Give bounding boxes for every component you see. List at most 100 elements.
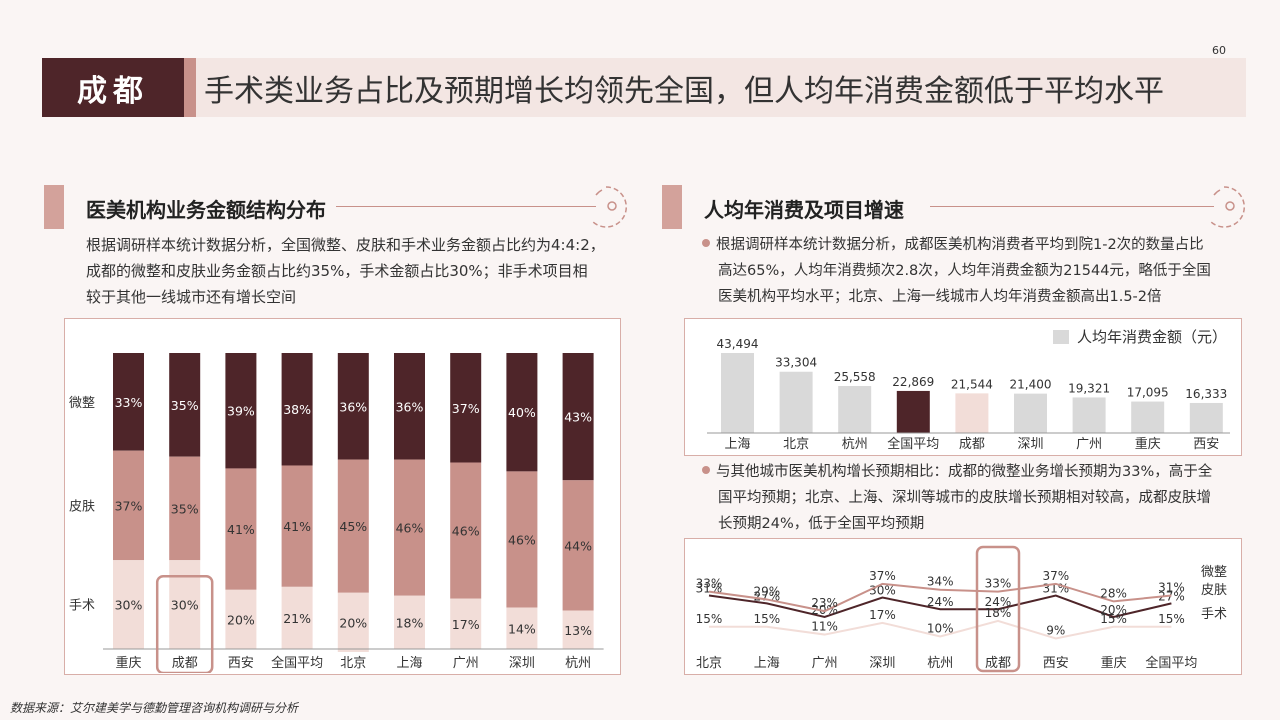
- legend-swatch: [1053, 330, 1069, 344]
- stacked-bar-panel: 33% 37% 30% 重庆 35% 35% 30% 成都 39% 41% 20% 西安 38% 41% 2…: [64, 318, 621, 675]
- data-label: 35%: [171, 398, 199, 413]
- spend-bar: [838, 385, 872, 433]
- x-tick-label: 西安: [1193, 437, 1219, 452]
- bar-segment-皮肤: [394, 459, 425, 596]
- x-tick-label: 成都: [172, 656, 198, 671]
- x-tick-label: 广州: [812, 656, 838, 671]
- bar-segment-手术: [562, 610, 594, 649]
- data-label: 37%: [115, 498, 143, 513]
- bar-segment-皮肤: [113, 450, 144, 561]
- data-label: 37%: [452, 401, 480, 416]
- bar-segment-皮肤: [169, 456, 201, 561]
- x-tick-label: 成都: [959, 437, 985, 452]
- x-tick-label: 重庆: [1135, 436, 1161, 452]
- bar-segment-手术: [337, 592, 369, 652]
- x-tick-label: 西安: [228, 656, 254, 671]
- bar-segment-微整: [450, 353, 482, 463]
- right-section-title: 人均年消费及项目增速: [704, 198, 904, 222]
- bullet-line: 根据调研样本统计数据分析，成都医美机构消费者平均到院1-2次的数量占比: [702, 232, 1242, 258]
- data-label: 45%: [339, 519, 367, 534]
- x-tick-label: 全国平均: [271, 655, 323, 671]
- spend-bar: [779, 371, 813, 433]
- x-tick-label: 北京: [340, 656, 366, 671]
- spend-bar-panel: 43,494 上海 33,304 北京 25,558 杭州 22,869 全国平均 21,544…: [684, 318, 1242, 456]
- data-label: 17%: [452, 617, 480, 632]
- x-tick-label: 广州: [453, 656, 479, 671]
- bar-segment-微整: [506, 353, 538, 472]
- bar-segment-手术: [394, 595, 425, 649]
- data-label: 23%: [811, 596, 838, 610]
- x-tick-label: 西安: [1043, 656, 1069, 671]
- left-section-line: [336, 206, 596, 207]
- legend-label: 微整: [1201, 565, 1227, 580]
- left-section-accent: [44, 185, 64, 229]
- series-line-微整: [708, 594, 1172, 619]
- bar-segment-手术: [225, 589, 257, 649]
- bar-segment-微整: [113, 353, 144, 451]
- spend-bar: [721, 353, 754, 433]
- left-paragraph-line: 较于其他一线城市还有增长空间: [86, 288, 297, 306]
- x-tick-label: 深圳: [1017, 437, 1043, 452]
- bar-segment-微整: [337, 353, 369, 460]
- x-tick-label: 杭州: [842, 437, 868, 452]
- x-tick-label: 杭州: [565, 656, 591, 671]
- data-label: 20%: [339, 615, 367, 630]
- data-label: 30%: [171, 598, 199, 613]
- bar-segment-手术: [281, 586, 313, 649]
- circle-arrow-icon: [1209, 186, 1246, 228]
- series-label: 皮肤: [69, 499, 95, 514]
- data-label: 20%: [811, 603, 838, 617]
- bar-segment-皮肤: [337, 459, 369, 593]
- data-label: 36%: [339, 399, 367, 414]
- bar-segment-微整: [169, 353, 201, 457]
- x-tick-label: 北京: [696, 656, 722, 671]
- spend-bar-chart: 43,494 上海 33,304 北京 25,558 杭州 22,869 全国平均 21,544…: [707, 328, 1230, 452]
- source-note: 数据来源：艾尔建美学与德勤管理咨询机构调研与分析: [10, 701, 299, 715]
- bar-segment-手术: [450, 598, 482, 649]
- spend-bar: [1131, 401, 1165, 433]
- city-accent: [184, 58, 196, 117]
- data-label: 43%: [564, 410, 592, 425]
- data-label: 24%: [927, 595, 954, 609]
- spend-bar: [1014, 393, 1047, 433]
- circle-arrow-icon: [591, 186, 628, 228]
- data-label: 34%: [927, 575, 954, 589]
- data-label: 36%: [396, 399, 424, 414]
- right-bullet-1: 根据调研样本统计数据分析，成都医美机构消费者平均到院1-2次的数量占比 高达65…: [702, 232, 1242, 310]
- data-label: 37%: [869, 569, 896, 583]
- spend-bar: [1189, 402, 1223, 433]
- data-label: 10%: [927, 622, 954, 636]
- x-tick-label: 深圳: [869, 656, 895, 671]
- x-tick-label: 北京: [783, 437, 809, 452]
- data-label: 22,869: [892, 375, 934, 389]
- left-paragraph-line: 成都的微整和皮肤业务金额占比约35%，手术金额占比30%；非手术项目相: [86, 262, 588, 280]
- left-section-title: 医美机构业务金额结构分布: [86, 198, 326, 222]
- data-label: 19,321: [1068, 381, 1110, 395]
- data-label: 41%: [283, 519, 311, 534]
- data-label: 30%: [115, 598, 143, 613]
- header-bar: [42, 58, 1246, 117]
- left-paragraph-line: 根据调研样本统计数据分析，全国微整、皮肤和手术业务金额占比约为4:4:2，: [86, 236, 605, 254]
- legend-label: 手术: [1201, 607, 1227, 622]
- data-label: 18%: [985, 606, 1012, 620]
- data-label: 24%: [985, 595, 1012, 609]
- city-badge: 成都: [42, 58, 184, 117]
- bar-segment-微整: [394, 353, 425, 460]
- x-tick-label: 上海: [754, 656, 780, 671]
- bullet-line: 长预期24%，低于全国平均预期: [718, 516, 925, 532]
- right-bullet-2: 与其他城市医美机构增长预期相比：成都的微整业务增长预期为33%，高于全 国平均预…: [702, 459, 1242, 537]
- right-section-line: [930, 206, 1214, 207]
- data-label: 28%: [1100, 586, 1127, 600]
- data-label: 14%: [508, 621, 536, 636]
- data-label: 15%: [753, 612, 780, 626]
- left-paragraph: 根据调研样本统计数据分析，全国微整、皮肤和手术业务金额占比约为4:4:2， 成都…: [86, 232, 646, 310]
- growth-line-chart: 31%27%20%30%24% 24%31%20%27%33%29%23%37% 3…: [696, 545, 1227, 673]
- x-tick-label: 重庆: [1101, 655, 1127, 671]
- data-label: 35%: [171, 501, 199, 516]
- spend-bar: [955, 393, 989, 433]
- data-label: 15%: [1158, 612, 1185, 626]
- data-label: 20%: [227, 612, 255, 627]
- bullet-dot-icon: [702, 239, 710, 247]
- bullet-line: 医美机构平均水平；北京、上海一线城市人均年消费金额高出1.5-2倍: [718, 289, 1162, 305]
- data-label: 38%: [283, 402, 311, 417]
